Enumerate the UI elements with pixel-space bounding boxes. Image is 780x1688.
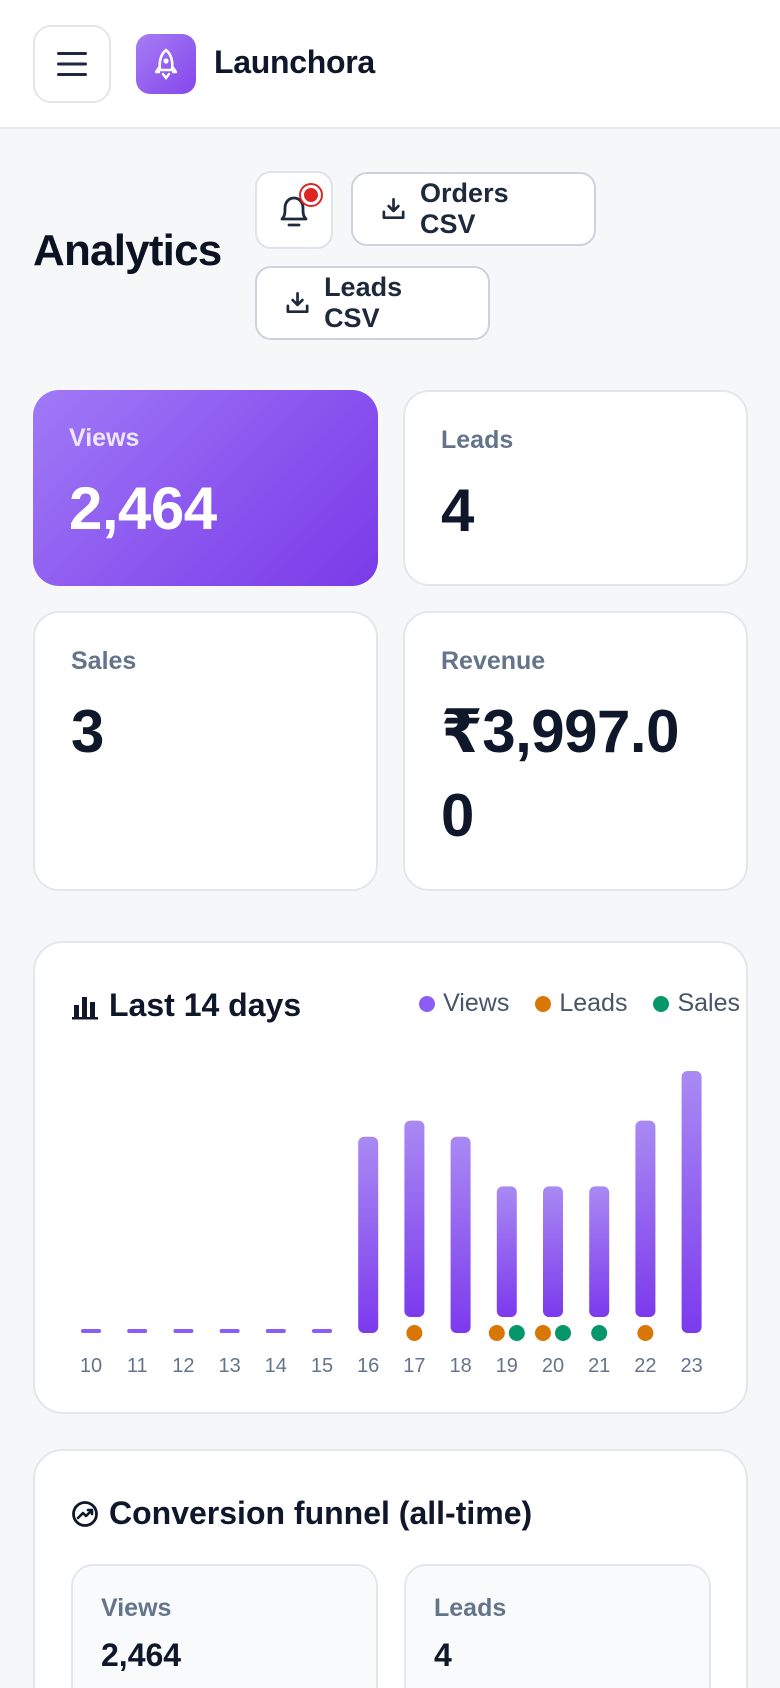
trend-icon: [72, 1500, 98, 1527]
orders-csv-button[interactable]: Orders CSV: [351, 172, 596, 246]
stat-card-revenue: Revenue ₹3,997.00: [403, 611, 748, 891]
funnel-value: 4: [434, 1637, 452, 1673]
funnel-step-views: Views 2,464: [71, 1564, 378, 1688]
leads-csv-button[interactable]: Leads CSV: [255, 266, 490, 340]
bar-views-14[interactable]: [265, 1329, 286, 1333]
stat-value: ₹3,997.00: [441, 698, 679, 849]
chart-legend: Views Leads Sales: [419, 989, 740, 1018]
dot-sales-20[interactable]: [555, 1325, 571, 1341]
brand-name: Launchora: [214, 44, 375, 80]
dot-leads-17[interactable]: [406, 1325, 423, 1341]
legend-dot-sales: [653, 995, 670, 1012]
funnel-value: 2,464: [101, 1637, 182, 1673]
stat-label: Leads: [441, 426, 514, 454]
legend-label-views: Views: [443, 989, 510, 1017]
bar-views-13[interactable]: [219, 1329, 240, 1333]
funnel-title-text: Conversion funnel (all-time): [109, 1495, 533, 1531]
chart-card: 10 11 12 13 14 15 16 17 18 19 20 21 22 23 Last 14 day…: [33, 941, 748, 1414]
notification-badge: [301, 185, 321, 205]
legend-item-leads: Leads: [535, 989, 627, 1018]
funnel-card: Conversion funnel (all-time) Views 2,464…: [33, 1449, 748, 1688]
chart-title: Last 14 days: [71, 987, 301, 1024]
dot-leads-22[interactable]: [637, 1325, 654, 1341]
stat-card-sales: Sales 3: [33, 611, 378, 891]
bar-views-22[interactable]: [635, 1120, 656, 1317]
bar-views-16[interactable]: [358, 1136, 379, 1333]
legend-item-sales: Sales: [653, 989, 740, 1018]
bar-views-17[interactable]: [404, 1120, 425, 1317]
stat-card-leads: Leads 4: [403, 390, 748, 586]
notifications-button[interactable]: [255, 171, 333, 249]
x-tick-label: 15: [311, 1355, 333, 1377]
x-tick-label: 21: [588, 1355, 610, 1377]
hamburger-icon: [57, 52, 87, 76]
bell-icon: [280, 196, 308, 227]
legend-dot-leads: [535, 995, 552, 1012]
bar-views-21[interactable]: [589, 1186, 610, 1317]
top-bar: Launchora: [0, 0, 780, 129]
legend-dot-views: [419, 995, 436, 1012]
x-tick-label: 19: [496, 1355, 518, 1377]
x-tick-label: 10: [80, 1355, 102, 1377]
legend-label-sales: Sales: [677, 989, 740, 1017]
funnel-step-leads: Leads 4: [404, 1564, 711, 1688]
x-tick-label: 17: [403, 1355, 425, 1377]
legend-label-leads: Leads: [559, 989, 628, 1017]
bar-views-11[interactable]: [127, 1329, 148, 1333]
chart-title-text: Last 14 days: [109, 987, 302, 1023]
x-tick-label: 11: [127, 1355, 148, 1377]
brand-logo[interactable]: [136, 34, 196, 94]
bar-views-19[interactable]: [496, 1186, 517, 1317]
download-icon: [286, 292, 309, 314]
x-tick-label: 13: [218, 1355, 240, 1377]
bar-views-10[interactable]: [81, 1329, 101, 1333]
legend-item-views: Views: [419, 989, 509, 1018]
dot-sales-19[interactable]: [508, 1325, 525, 1341]
bar-views-23[interactable]: [681, 1071, 702, 1333]
stat-card-views: Views 2,464: [33, 390, 378, 586]
dot-sales-21[interactable]: [591, 1325, 608, 1341]
stat-value: 4: [441, 477, 474, 544]
stat-label: Sales: [71, 647, 137, 675]
stat-value: 3: [71, 698, 104, 765]
dot-leads-20[interactable]: [535, 1325, 551, 1341]
bar-chart-icon: [72, 996, 98, 1019]
funnel-title: Conversion funnel (all-time): [71, 1495, 532, 1532]
stat-label: Views: [69, 424, 140, 452]
bar-views-18[interactable]: [450, 1136, 471, 1333]
bar-views-12[interactable]: [173, 1329, 194, 1333]
stat-label: Revenue: [441, 647, 546, 675]
funnel-label: Views: [101, 1594, 172, 1622]
bar-views-15[interactable]: [312, 1329, 332, 1333]
menu-button[interactable]: [33, 25, 111, 103]
page-title: Analytics: [33, 226, 222, 275]
rocket-icon: [154, 48, 178, 80]
download-icon: [382, 198, 405, 220]
stat-value: 2,464: [69, 475, 217, 542]
bar-chart: 10 11 12 13 14 15 16 17 18 19 20 21 22 23: [80, 1071, 703, 1377]
leads-csv-label: Leads CSV: [324, 272, 403, 333]
orders-csv-label: Orders CSV: [420, 178, 509, 239]
x-tick-label: 18: [449, 1355, 471, 1377]
x-tick-label: 16: [357, 1355, 379, 1377]
x-tick-label: 14: [265, 1355, 287, 1377]
bar-views-20[interactable]: [543, 1186, 563, 1317]
x-tick-label: 12: [172, 1355, 194, 1377]
x-tick-label: 23: [680, 1355, 702, 1377]
dot-leads-19[interactable]: [488, 1325, 505, 1341]
x-tick-label: 20: [542, 1355, 564, 1377]
x-tick-label: 22: [634, 1355, 656, 1377]
funnel-label: Leads: [434, 1594, 507, 1622]
